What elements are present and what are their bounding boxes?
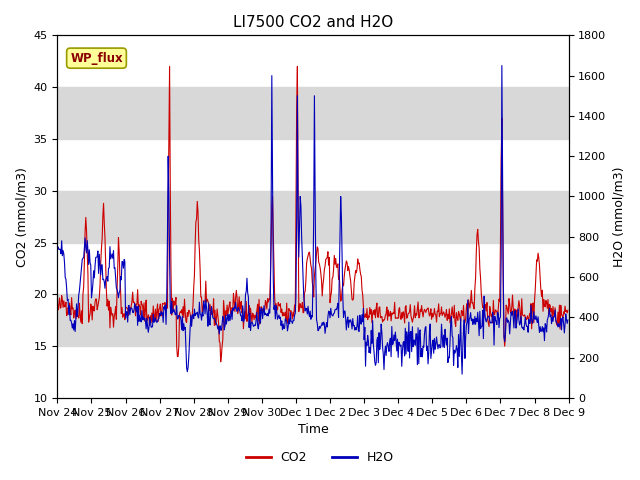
Bar — [58, 191, 568, 242]
Bar — [58, 87, 568, 139]
Text: WP_flux: WP_flux — [70, 52, 123, 65]
X-axis label: Time: Time — [298, 423, 328, 436]
Title: LI7500 CO2 and H2O: LI7500 CO2 and H2O — [233, 15, 393, 30]
Legend: CO2, H2O: CO2, H2O — [241, 446, 399, 469]
Y-axis label: CO2 (mmol/m3): CO2 (mmol/m3) — [15, 167, 28, 266]
Bar — [58, 294, 568, 346]
Y-axis label: H2O (mmol/m3): H2O (mmol/m3) — [612, 167, 625, 267]
